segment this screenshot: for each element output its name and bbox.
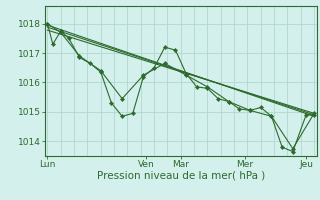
X-axis label: Pression niveau de la mer( hPa ): Pression niveau de la mer( hPa ) xyxy=(97,171,265,181)
